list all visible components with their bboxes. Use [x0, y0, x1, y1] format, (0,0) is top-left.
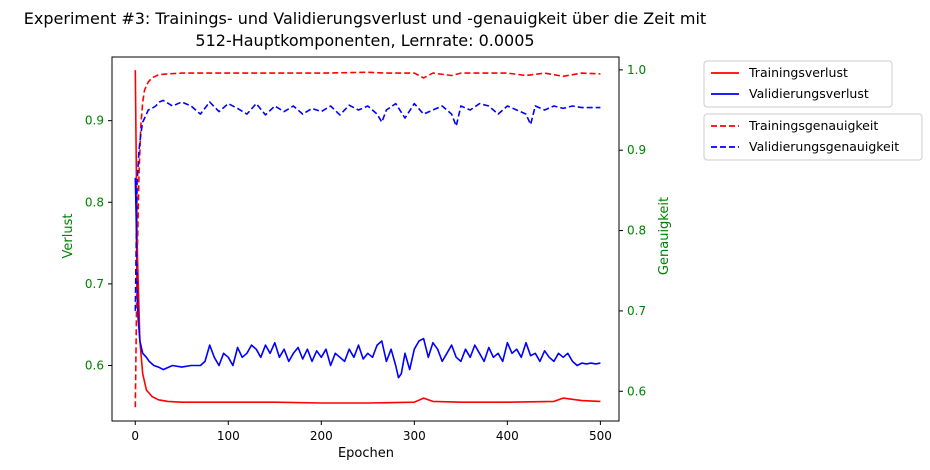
y-right-tick-label: 0.8: [627, 224, 646, 238]
y-left-tick-label: 0.8: [85, 195, 104, 209]
x-axis-label: Epochen: [338, 446, 394, 461]
series-line-trainingsgenauigkeit: [134, 71, 601, 408]
series-line-validierungsverlust: [134, 177, 601, 379]
y-right-tick-label: 1.0: [627, 63, 646, 77]
x-tick-label: 100: [217, 429, 240, 443]
plot-area: [111, 56, 620, 422]
x-tick-label: 0: [131, 429, 139, 443]
legend-label-validierungsverlust: Validierungsverlust: [749, 86, 869, 101]
y-right-tick-label: 0.7: [627, 304, 646, 318]
y-right-tick-label: 0.9: [627, 143, 646, 157]
y-axis-right-label: Genauigkeit: [657, 197, 672, 275]
y-left-tick-label: 0.7: [85, 277, 104, 291]
y-left-tick-label: 0.6: [85, 359, 104, 373]
y-axis-left-label: Verlust: [61, 214, 76, 259]
legend-box: [703, 60, 893, 108]
x-tick-label: 300: [403, 429, 426, 443]
y-axis-right: 0.6 0.7 0.8 0.9 1.0: [619, 63, 646, 398]
chart-title-line2: 512-Hauptkomponenten, Lernrate: 0.0005: [195, 31, 534, 50]
series-line-validierungsgenauigkeit: [134, 99, 601, 311]
y-axis-left: 0.6 0.7 0.8 0.9: [85, 114, 112, 373]
series-line-trainingsverlust: [134, 70, 601, 404]
x-axis: 0 100 200 300 400 500: [131, 421, 612, 443]
x-tick-label: 200: [310, 429, 333, 443]
legend-label-trainingsverlust: Trainingsverlust: [748, 65, 848, 80]
legend-label-trainingsgenauigkeit: Trainingsgenauigkeit: [748, 118, 878, 133]
x-tick-label: 500: [589, 429, 612, 443]
plot-frame: [111, 56, 620, 422]
y-left-tick-label: 0.9: [85, 114, 104, 128]
y-right-tick-label: 0.6: [627, 384, 646, 398]
chart-title-line1: Experiment #3: Trainings- und Validierun…: [24, 9, 706, 28]
legend-box: [703, 113, 923, 161]
legend-label-validierungsgenauigkeit: Validierungsgenauigkeit: [749, 139, 899, 154]
x-tick-label: 400: [496, 429, 519, 443]
legend: Trainingsverlust Validierungsverlust Train…: [703, 60, 923, 161]
